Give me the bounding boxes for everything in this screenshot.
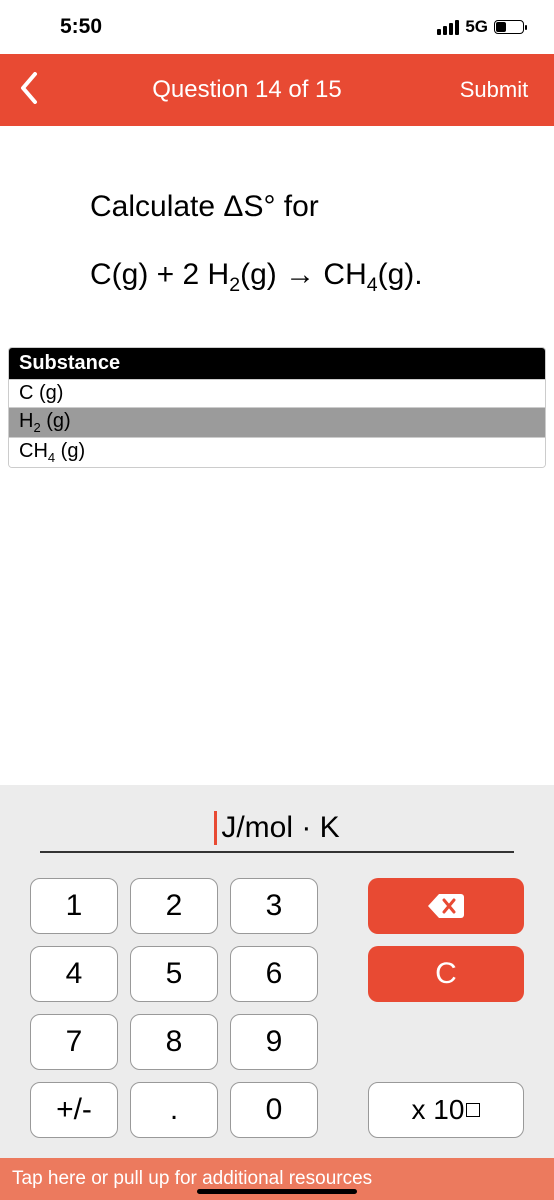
table-row[interactable]: CH4 (g) <box>9 437 545 467</box>
table-row[interactable]: C (g) <box>9 379 545 407</box>
question-prompt: Calculate ΔS° for <box>30 186 524 228</box>
submit-button[interactable]: Submit <box>434 77 554 103</box>
key-2[interactable]: 2 <box>130 878 218 934</box>
input-cursor <box>214 811 217 845</box>
backspace-button[interactable] <box>368 878 524 934</box>
key-8[interactable]: 8 <box>130 1014 218 1070</box>
key-[interactable]: . <box>130 1082 218 1138</box>
exponent-button[interactable]: x 10 <box>368 1082 524 1138</box>
clear-button[interactable]: C <box>368 946 524 1002</box>
key-5[interactable]: 5 <box>130 946 218 1002</box>
table-row[interactable]: H2 (g) <box>9 407 545 437</box>
status-time: 5:50 <box>60 15 102 39</box>
key-1[interactable]: 1 <box>30 878 118 934</box>
home-indicator <box>197 1189 357 1194</box>
key-4[interactable]: 4 <box>30 946 118 1002</box>
question-equation: C(g) + 2 H2(g) → CH4(g). <box>30 258 524 297</box>
substance-table: Substance C (g)H2 (g)CH4 (g) <box>8 347 546 468</box>
signal-icon <box>437 20 459 35</box>
answer-input[interactable]: J/mol · K <box>40 805 514 853</box>
table-header: Substance <box>9 348 545 379</box>
side-keys: C x 10 <box>368 878 524 1138</box>
key-9[interactable]: 9 <box>230 1014 318 1070</box>
key-0[interactable]: 0 <box>230 1082 318 1138</box>
network-label: 5G <box>465 17 488 37</box>
question-counter: Question 14 of 15 <box>60 76 434 104</box>
back-button[interactable] <box>0 72 60 109</box>
key-6[interactable]: 6 <box>230 946 318 1002</box>
number-pad: 123 456 789 +/-.0 <box>30 878 318 1138</box>
battery-icon <box>494 20 524 34</box>
exponent-label: x 10 <box>412 1094 465 1126</box>
status-right: 5G <box>437 17 524 37</box>
question-area: Calculate ΔS° for C(g) + 2 H2(g) → CH4(g… <box>0 126 554 317</box>
input-unit: J/mol · K <box>221 811 339 845</box>
key-7[interactable]: 7 <box>30 1014 118 1070</box>
key-3[interactable]: 3 <box>230 878 318 934</box>
status-bar: 5:50 5G <box>0 0 554 54</box>
key-[interactable]: +/- <box>30 1082 118 1138</box>
app-header: Question 14 of 15 Submit <box>0 54 554 126</box>
keypad-panel: J/mol · K 123456789+/-.0 C x 10 Tap here… <box>0 785 554 1200</box>
exponent-placeholder-icon <box>466 1103 480 1117</box>
